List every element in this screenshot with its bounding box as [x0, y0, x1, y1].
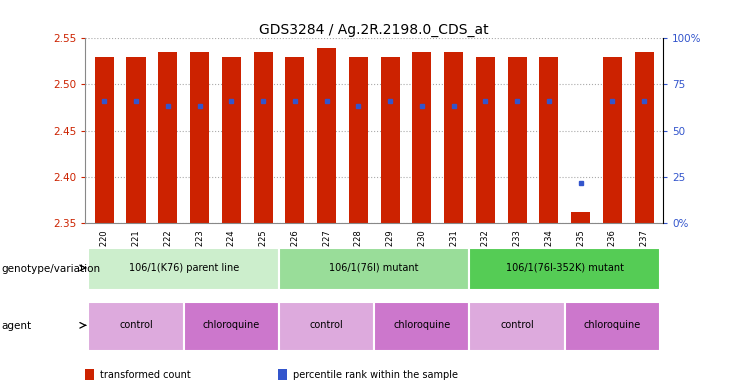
Bar [634, 52, 654, 223]
Text: control: control [500, 320, 534, 330]
Bar [508, 57, 527, 223]
Bar [95, 57, 114, 223]
Bar [184, 302, 279, 351]
Text: transformed count: transformed count [100, 370, 190, 380]
Text: control: control [119, 320, 153, 330]
Bar [159, 52, 177, 223]
Bar [565, 302, 660, 351]
Text: 106/1(76I-352K) mutant: 106/1(76I-352K) mutant [506, 263, 624, 273]
Bar [470, 302, 565, 351]
Bar [88, 248, 279, 290]
Text: agent: agent [1, 321, 32, 331]
Text: 106/1(K76) parent line: 106/1(K76) parent line [128, 263, 239, 273]
Bar [253, 52, 273, 223]
Text: control: control [310, 320, 343, 330]
Bar [317, 48, 336, 223]
Bar [279, 248, 470, 290]
Bar [444, 52, 463, 223]
Bar [381, 57, 399, 223]
Bar [374, 302, 470, 351]
Bar [603, 57, 622, 223]
Text: percentile rank within the sample: percentile rank within the sample [293, 370, 458, 380]
Bar [539, 57, 559, 223]
Bar [476, 57, 495, 223]
Bar [285, 57, 305, 223]
Bar [222, 57, 241, 223]
Bar [349, 57, 368, 223]
Bar [88, 302, 184, 351]
Bar [190, 52, 209, 223]
Text: chloroquine: chloroquine [203, 320, 260, 330]
Text: 106/1(76I) mutant: 106/1(76I) mutant [330, 263, 419, 273]
Bar [279, 302, 374, 351]
Bar [127, 57, 145, 223]
Text: chloroquine: chloroquine [393, 320, 451, 330]
Text: chloroquine: chloroquine [584, 320, 641, 330]
Bar [412, 52, 431, 223]
Title: GDS3284 / Ag.2R.2198.0_CDS_at: GDS3284 / Ag.2R.2198.0_CDS_at [259, 23, 489, 37]
Bar [470, 248, 660, 290]
Text: genotype/variation: genotype/variation [1, 264, 101, 274]
Bar [571, 212, 590, 223]
